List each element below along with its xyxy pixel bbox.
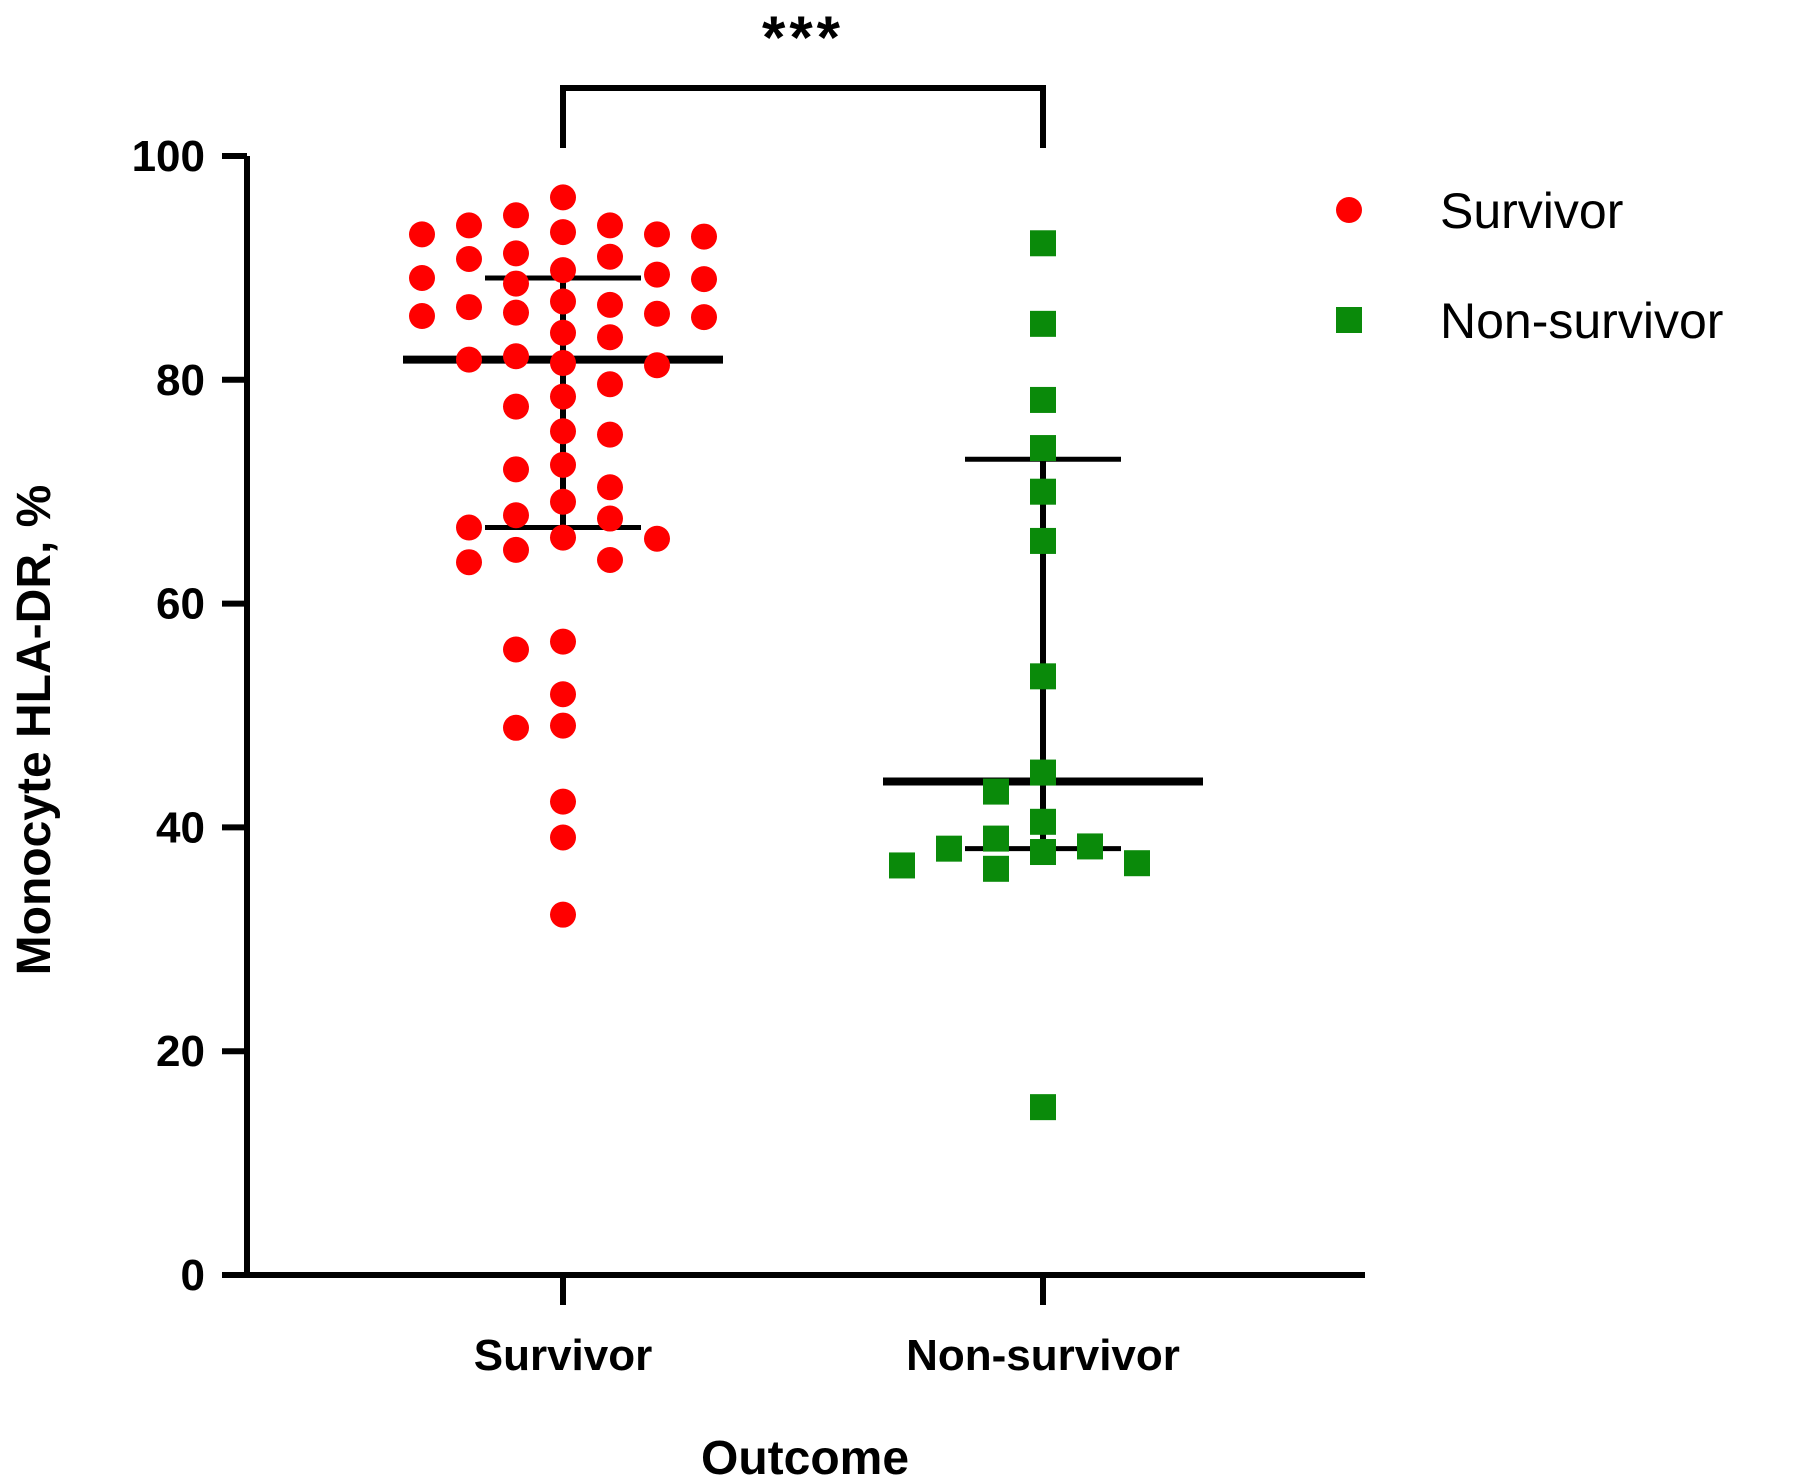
y-axis-title: Monocyte HLA-DR, %	[8, 485, 61, 976]
y-tick-label: 20	[156, 1027, 205, 1076]
survivor-point	[550, 488, 576, 515]
data-points	[409, 184, 1150, 1121]
axes	[244, 156, 1365, 1278]
legend: Survivor Non-survivor	[1336, 183, 1723, 349]
survivor-point	[503, 343, 529, 370]
survivor-point	[550, 319, 576, 346]
survivor-point	[644, 525, 670, 552]
non-survivor-point	[1030, 435, 1056, 462]
survivor-point	[597, 371, 623, 398]
survivor-point	[503, 202, 529, 229]
survivor-point	[550, 712, 576, 739]
non-survivor-point	[983, 825, 1009, 852]
bracket-line	[560, 85, 1046, 148]
non-survivor-point	[1030, 839, 1056, 866]
non-survivor-point	[889, 852, 915, 879]
survivor-point	[456, 346, 482, 373]
survivor-point	[503, 536, 529, 563]
non-survivor-point	[1030, 1094, 1056, 1121]
survivor-point	[503, 240, 529, 267]
survivor-point	[550, 350, 576, 377]
legend-non-survivor-marker	[1336, 307, 1362, 333]
survivor-point	[503, 636, 529, 663]
non-survivor-point	[1030, 478, 1056, 505]
x-ticks: Survivor Non-survivor	[474, 1275, 1180, 1380]
legend-label: Survivor	[1440, 183, 1623, 239]
survivor-point	[456, 514, 482, 541]
survivor-point	[456, 245, 482, 272]
non-survivor-point	[1077, 833, 1103, 860]
survivor-point	[503, 299, 529, 326]
survivor-point	[503, 393, 529, 420]
survivor-point	[550, 901, 576, 928]
survivor-point	[456, 549, 482, 576]
survivor-point	[644, 352, 670, 379]
survivor-point	[644, 221, 670, 248]
survivor-point	[550, 628, 576, 655]
x-tick-label: Non-survivor	[906, 1331, 1180, 1380]
y-tick-label: 100	[132, 132, 205, 181]
non-survivor-point	[1124, 850, 1150, 877]
non-survivor-point	[1030, 759, 1056, 786]
survivor-point	[503, 714, 529, 741]
survivor-point	[456, 294, 482, 321]
non-survivor-point	[1030, 808, 1056, 835]
non-survivor-point	[1030, 310, 1056, 337]
non-survivor-point	[983, 855, 1009, 882]
survivor-point	[597, 324, 623, 351]
y-tick-label: 80	[156, 356, 205, 405]
survivor-point	[550, 681, 576, 708]
survivor-point	[409, 264, 435, 291]
survivor-point	[550, 288, 576, 315]
y-tick-label: 40	[156, 803, 205, 852]
survivor-point	[597, 243, 623, 270]
non-survivor-point	[983, 778, 1009, 805]
non-survivor-point	[1030, 663, 1056, 690]
survivor-point	[550, 219, 576, 246]
significance-label: ***	[762, 4, 844, 71]
survivor-point	[597, 546, 623, 573]
non-survivor-point	[1030, 386, 1056, 413]
survivor-point	[409, 221, 435, 248]
survivor-point	[597, 474, 623, 501]
survivor-point	[644, 300, 670, 327]
survivor-point	[550, 418, 576, 445]
survivor-point	[550, 257, 576, 284]
survivor-point	[550, 184, 576, 211]
survivor-point	[550, 524, 576, 551]
survivor-point	[503, 456, 529, 483]
survivor-point	[597, 505, 623, 532]
survivor-point	[550, 824, 576, 851]
y-tick-label: 60	[156, 580, 205, 629]
x-tick-label: Survivor	[474, 1331, 653, 1380]
non-survivor-point	[1030, 230, 1056, 257]
survivor-point	[597, 291, 623, 318]
survivor-point	[503, 270, 529, 297]
survivor-point	[550, 383, 576, 410]
legend-survivor-marker	[1336, 197, 1362, 223]
survivor-point	[503, 502, 529, 529]
legend-label: Non-survivor	[1440, 293, 1723, 349]
y-ticks: 0 20 40 60 80 100	[132, 132, 247, 1300]
survivor-point	[691, 266, 717, 293]
y-tick-label: 0	[181, 1251, 205, 1300]
non-survivor-point	[936, 835, 962, 862]
significance-bracket: ***	[560, 4, 1046, 148]
survivor-point	[550, 451, 576, 478]
survivor-point	[597, 421, 623, 448]
non-survivor-point	[1030, 527, 1056, 554]
survivor-point	[691, 304, 717, 331]
survivor-point	[644, 261, 670, 288]
x-axis-title: Outcome	[701, 1432, 909, 1482]
survivor-point	[409, 303, 435, 330]
survivor-point	[691, 223, 717, 250]
survivor-point	[550, 788, 576, 815]
survivor-point	[456, 212, 482, 239]
survivor-point	[597, 212, 623, 239]
